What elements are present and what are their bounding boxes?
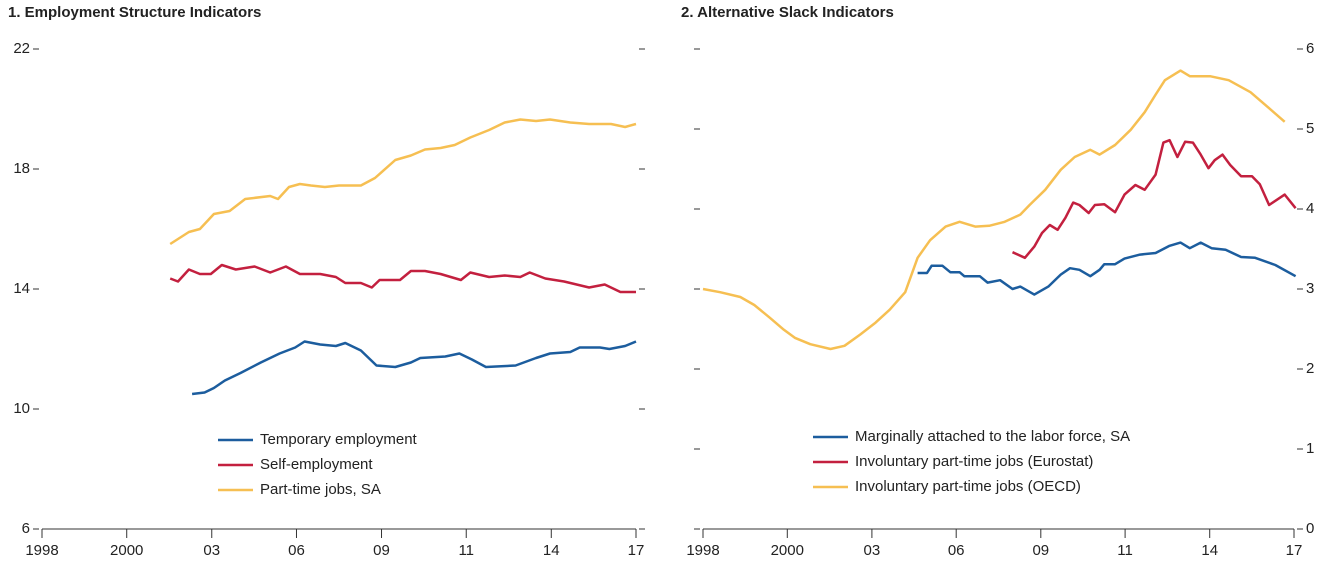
- series-line: [191, 340, 637, 396]
- series-line: [169, 263, 636, 294]
- x-tick-label: 06: [288, 542, 305, 559]
- y-tick-label: 18: [13, 160, 30, 177]
- chart-title: 1. Employment Structure Indicators: [8, 4, 261, 21]
- y-tick-label: 3: [1306, 280, 1314, 297]
- y-tick-label: 14: [13, 280, 30, 297]
- legend-label: Involuntary part-time jobs (Eurostat): [855, 453, 1093, 470]
- x-tick-label: 03: [864, 542, 881, 559]
- x-tick-label: 17: [628, 542, 645, 559]
- x-tick-label: 2000: [110, 542, 143, 559]
- x-tick-label: 1998: [686, 542, 719, 559]
- legend-label: Part-time jobs, SA: [260, 481, 381, 498]
- y-tick-label: 1: [1306, 440, 1314, 457]
- y-tick-label: 2: [1306, 360, 1314, 377]
- y-tick-label: 6: [22, 520, 30, 537]
- series-line: [702, 69, 1286, 351]
- y-tick-label: 5: [1306, 120, 1314, 137]
- y-tick-label: 6: [1306, 40, 1314, 57]
- x-tick-label: 2000: [771, 542, 804, 559]
- x-tick-label: 09: [373, 542, 390, 559]
- legend-label: Involuntary part-time jobs (OECD): [855, 478, 1081, 495]
- series-line: [1011, 138, 1297, 260]
- y-tick-label: 4: [1306, 200, 1314, 217]
- x-tick-label: 14: [1201, 542, 1218, 559]
- legend-label: Temporary employment: [260, 431, 418, 448]
- chart-title: 2. Alternative Slack Indicators: [681, 4, 894, 21]
- y-tick-label: 10: [13, 400, 30, 417]
- legend-label: Marginally attached to the labor force, …: [855, 428, 1130, 445]
- x-tick-label: 09: [1032, 542, 1049, 559]
- x-tick-label: 1998: [25, 542, 58, 559]
- legend-label: Self-employment: [260, 456, 373, 473]
- x-tick-label: 06: [948, 542, 965, 559]
- series-line: [917, 241, 1297, 296]
- x-tick-label: 14: [543, 542, 560, 559]
- x-tick-label: 11: [458, 542, 474, 559]
- x-tick-label: 17: [1286, 542, 1303, 559]
- series-line: [169, 118, 637, 246]
- y-tick-label: 0: [1306, 520, 1314, 537]
- y-tick-label: 22: [13, 40, 30, 57]
- x-tick-label: 03: [203, 542, 220, 559]
- x-tick-label: 11: [1117, 542, 1133, 559]
